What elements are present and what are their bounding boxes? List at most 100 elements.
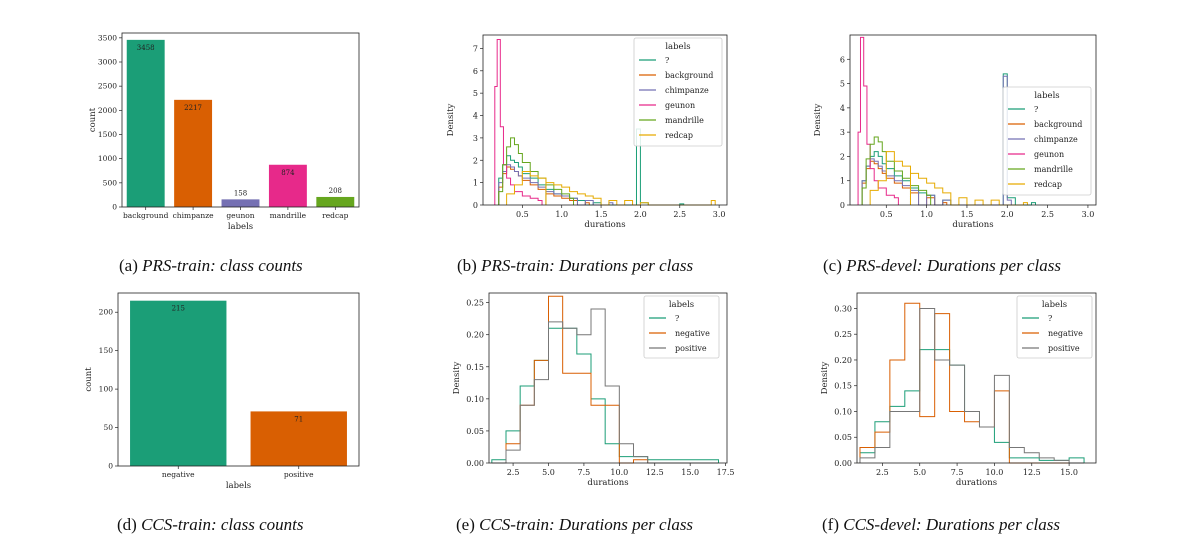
x-tick-label: 2.0 — [634, 210, 647, 219]
y-tick-label: 0 — [112, 203, 117, 212]
y-tick-label: 3 — [473, 134, 478, 143]
x-tick-label: 2.5 — [507, 468, 520, 477]
x-axis-label: durations — [956, 478, 997, 488]
legend-label-chimpanze: chimpanze — [665, 86, 709, 95]
y-tick-label: 0.00 — [834, 459, 852, 468]
bar-value-label-chimpanze: 2217 — [184, 104, 202, 112]
x-axis-label: durations — [952, 220, 993, 230]
caption-c-prefix: (c) — [823, 256, 847, 275]
legend-label-negative: negative — [675, 329, 710, 338]
legend-label-mandrille: mandrille — [1034, 165, 1073, 174]
legend-box — [633, 37, 723, 147]
hist-series-geunon — [494, 38, 543, 205]
y-tick-label: 3 — [840, 128, 845, 137]
x-tick-label: 5.0 — [542, 468, 555, 477]
legend-label-chimpanze: chimpanze — [1034, 135, 1078, 144]
legend-label-unknown: ? — [1034, 105, 1038, 114]
caption-b-title: PRS-train: Durations per class — [481, 256, 694, 275]
y-tick-label: 0.10 — [466, 395, 484, 404]
y-tick-label: 0.30 — [834, 304, 852, 313]
bar-positive — [250, 411, 347, 466]
caption-b-prefix: (b) — [457, 256, 482, 275]
bar-value-label-mandrille: 874 — [281, 169, 295, 177]
y-tick-label: 0 — [473, 201, 478, 210]
x-tick-label: 2.0 — [1001, 210, 1014, 219]
y-tick-label: 0.15 — [466, 363, 484, 372]
caption-a-title: PRS-train: class counts — [142, 256, 303, 275]
y-tick-label: 1500 — [98, 130, 117, 139]
caption-c-title: PRS-devel: Durations per class — [846, 256, 1061, 275]
caption-a-prefix: (a) — [119, 256, 143, 275]
y-tick-label: 5 — [473, 89, 478, 98]
x-tick-label: 7.5 — [578, 468, 591, 477]
caption-c: (c) PRS-devel: Durations per class — [823, 256, 1061, 276]
x-tick-label: 10.0 — [610, 468, 628, 477]
legend-label-unknown: ? — [675, 314, 679, 323]
plot-frame — [849, 34, 1097, 206]
y-tick-label: 6 — [473, 67, 478, 76]
legend-box — [1002, 86, 1092, 196]
y-tick-label: 3500 — [98, 33, 117, 42]
legend-label-geunon: geunon — [1034, 150, 1064, 159]
caption-d: (d) CCS-train: class counts — [117, 515, 304, 535]
x-tick-label: 0.5 — [516, 210, 529, 219]
legend-title: labels — [1042, 300, 1067, 310]
caption-f: (f) CCS-devel: Durations per class — [822, 515, 1060, 535]
bar-background — [126, 39, 165, 207]
legend-box — [643, 295, 720, 359]
y-tick-label: 0.05 — [834, 433, 852, 442]
legend-label-geunon: geunon — [665, 101, 695, 110]
caption-a: (a) PRS-train: class counts — [119, 256, 303, 276]
x-tick-label: 3.0 — [1082, 210, 1095, 219]
legend-label-mandrille: mandrille — [665, 116, 704, 125]
x-tick-label: 15.0 — [1060, 468, 1078, 477]
x-tick-label: 0.5 — [880, 210, 893, 219]
y-tick-label: 0 — [840, 201, 845, 210]
legend-label-background: background — [665, 71, 713, 80]
legend-label-unknown: ? — [1048, 314, 1052, 323]
x-tick-label-positive: positive — [284, 470, 314, 479]
y-tick-label: 0.25 — [834, 330, 852, 339]
bar-mandrille — [268, 164, 307, 207]
y-tick-label: 150 — [99, 346, 114, 355]
caption-d-prefix: (d) — [117, 515, 142, 534]
y-tick-label: 100 — [99, 385, 114, 394]
x-axis-label: durations — [584, 220, 625, 230]
x-tick-label: 1.0 — [555, 210, 568, 219]
hist-series-positive — [859, 307, 1085, 464]
x-tick-label: 1.5 — [961, 210, 974, 219]
y-tick-label: 2 — [473, 156, 478, 165]
hist-series-mandrille — [498, 137, 575, 205]
y-tick-label: 1 — [473, 179, 478, 188]
x-tick-label: 12.5 — [646, 468, 664, 477]
caption-e-title: CCS-train: Durations per class — [479, 515, 694, 534]
bar-value-label-positive: 71 — [294, 415, 303, 423]
plot-frame — [121, 32, 360, 208]
legend-label-background: background — [1034, 120, 1082, 129]
y-tick-label: 0.05 — [466, 427, 484, 436]
legend-label-negative: negative — [1048, 329, 1083, 338]
y-tick-label: 1000 — [98, 154, 117, 163]
bar-redcap — [316, 196, 355, 207]
bar-value-label-redcap: 208 — [329, 187, 342, 195]
plot-frame — [117, 292, 360, 467]
legend-label-positive: positive — [675, 344, 707, 353]
plot-frame — [482, 34, 728, 206]
hist-series-unknown — [859, 349, 1085, 463]
bar-value-label-geunon: 158 — [234, 189, 247, 197]
hist-series-redcap — [869, 151, 1028, 206]
x-axis-label: durations — [587, 478, 628, 488]
y-axis-label: Density — [446, 103, 456, 136]
y-tick-label: 50 — [103, 423, 113, 432]
x-tick-label: 2.5 — [1041, 210, 1054, 219]
x-tick-label-mandrille: mandrille — [270, 211, 307, 220]
caption-d-title: CCS-train: class counts — [141, 515, 304, 534]
plot-frame — [488, 292, 728, 464]
legend-title: labels — [665, 42, 690, 52]
legend-title: labels — [1034, 91, 1059, 101]
x-tick-label: 15.0 — [681, 468, 699, 477]
x-tick-label: 3.0 — [713, 210, 726, 219]
y-tick-label: 2000 — [98, 106, 117, 115]
